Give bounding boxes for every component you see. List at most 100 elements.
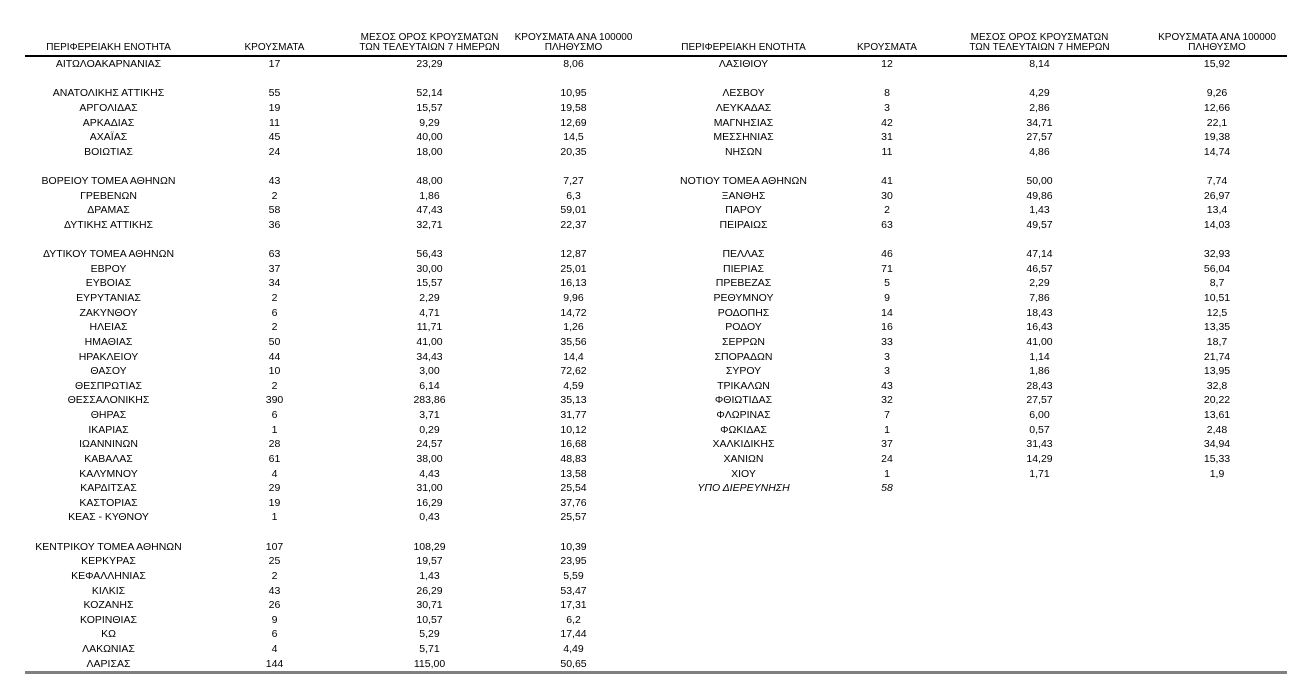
region-cell-left: ΚΕΝΤΡΙΚΟΥ ΤΟΜΕΑ ΑΘΗΝΩΝ xyxy=(35,540,182,553)
region-cell-left: ΓΡΕΒΕΝΩΝ xyxy=(80,189,137,202)
cases-cell-left: 34 xyxy=(268,277,281,290)
avg7-cell-left: 4,43 xyxy=(419,467,440,480)
avg7-cell-left: 0,29 xyxy=(419,423,440,436)
cases-cell-right xyxy=(842,233,932,248)
cases-cell-right: 5 xyxy=(884,277,890,290)
region-cell-right: ΠΕΙΡΑΙΩΣ xyxy=(719,218,768,231)
per100k-cell-right: 1,9 xyxy=(1209,467,1225,480)
region-cell-right: ΜΑΓΝΗΣΙΑΣ xyxy=(713,116,774,129)
per100k-cell-right xyxy=(1147,627,1287,642)
avg7-cell-left: 47,43 xyxy=(416,204,443,217)
per100k-cell-right: 10,51 xyxy=(1203,292,1231,304)
region-cell-left: ΘΑΣΟΥ xyxy=(90,365,127,378)
cases-cell-right: 16 xyxy=(881,321,893,334)
cases-cell-left xyxy=(192,525,357,540)
per100k-cell-right: 2,48 xyxy=(1206,423,1228,436)
avg7-cell-right xyxy=(932,642,1147,657)
cases-cell-right: 32 xyxy=(881,394,893,407)
per100k-cell-left: 23,95 xyxy=(560,555,587,568)
per100k-cell-left: 6,3 xyxy=(566,189,581,202)
per100k-cell-left: 16,13 xyxy=(560,277,587,290)
col-header-region-right: ΠΕΡΙΦΕΡΕΙΑΚΗ ΕΝΟΤΗΤΑ xyxy=(681,42,806,53)
per100k-cell-left: 7,27 xyxy=(563,175,584,187)
avg7-cell-right xyxy=(932,233,1147,248)
region-cell-right xyxy=(645,642,842,657)
cases-cell-left: 2 xyxy=(271,569,278,582)
per100k-cell-right: 32,8 xyxy=(1206,379,1228,392)
per100k-cell-right: 32,93 xyxy=(1203,248,1231,261)
cases-cell-right xyxy=(842,657,932,672)
per100k-cell-right xyxy=(1147,540,1287,555)
per100k-cell-left: 17,31 xyxy=(560,599,587,612)
col-header-per100k-left: ΚΡΟΥΣΜΑΤΑ ΑΝΑ 100000 ΠΛΗΘΥΣΜΟ xyxy=(514,32,633,53)
avg7-cell-left: 30,00 xyxy=(416,262,443,275)
per100k-cell-left xyxy=(502,525,645,540)
cases-cell-right: 3 xyxy=(884,365,890,378)
per100k-cell-left: 59,01 xyxy=(560,204,587,217)
cases-cell-right: 37 xyxy=(881,438,893,451)
region-cell-left: ΛΑΡΙΣΑΣ xyxy=(86,657,131,670)
region-cell-right: ΦΛΩΡΙΝΑΣ xyxy=(716,409,771,421)
per100k-cell-left: 12,87 xyxy=(560,248,587,261)
avg7-cell-right: 7,86 xyxy=(1029,292,1050,304)
avg7-cell-left: 40,00 xyxy=(416,131,443,144)
cases-cell-left: 2 xyxy=(271,379,278,392)
per100k-cell-left: 10,12 xyxy=(560,423,587,436)
avg7-cell-left: 15,57 xyxy=(416,277,443,290)
cases-cell-left: 6 xyxy=(271,306,278,319)
avg7-cell-right: 1,43 xyxy=(1029,204,1050,217)
per100k-cell-right xyxy=(1147,569,1287,584)
avg7-cell-left: 52,14 xyxy=(416,87,443,100)
cases-cell-right: 12 xyxy=(881,58,893,70)
region-cell-right: ΠΙΕΡΙΑΣ xyxy=(723,262,764,275)
avg7-cell-left: 2,29 xyxy=(419,292,440,304)
region-cell-left: ΙΚΑΡΙΑΣ xyxy=(88,423,129,436)
avg7-cell-left: 16,29 xyxy=(416,496,443,509)
cases-cell-right: 3 xyxy=(884,350,890,363)
avg7-cell-left: 19,57 xyxy=(416,555,443,568)
per100k-cell-right: 19,38 xyxy=(1203,131,1231,144)
region-cell-left: ΚΑΡΔΙΤΣΑΣ xyxy=(80,482,137,495)
cases-cell-right: 1 xyxy=(884,467,890,480)
cases-cell-left: 10 xyxy=(268,365,281,378)
avg7-cell-left: 6,14 xyxy=(419,379,440,392)
per100k-cell-left: 13,58 xyxy=(560,467,587,480)
per100k-cell-left: 31,77 xyxy=(560,409,587,421)
per100k-cell-left: 72,62 xyxy=(560,365,587,378)
cases-cell-left: 19 xyxy=(268,101,281,114)
per100k-cell-right: 26,97 xyxy=(1203,189,1231,202)
region-cell-right: ΠΡΕΒΕΖΑΣ xyxy=(715,277,772,290)
region-cell-left xyxy=(25,72,192,87)
region-cell-right: ΠΕΛΛΑΣ xyxy=(722,248,765,261)
avg7-cell-left: 34,43 xyxy=(416,350,443,363)
region-cell-left: ΚΟΡΙΝΘΙΑΣ xyxy=(80,613,137,626)
per100k-cell-left: 14,72 xyxy=(560,306,587,319)
per100k-cell-left: 20,35 xyxy=(560,145,587,158)
avg7-cell-left: 31,00 xyxy=(416,482,443,495)
region-cell-right xyxy=(645,72,842,87)
per100k-cell-right: 9,26 xyxy=(1206,87,1228,100)
per100k-cell-right: 20,22 xyxy=(1203,394,1231,407)
per100k-cell-right: 13,95 xyxy=(1203,365,1231,378)
avg7-cell-right: 4,29 xyxy=(1029,87,1050,100)
cases-cell-right: 30 xyxy=(881,189,893,202)
cases-cell-right xyxy=(842,569,932,584)
per100k-cell-right: 12,66 xyxy=(1203,101,1231,114)
region-cell-left: ΑΝΑΤΟΛΙΚΗΣ ΑΤΤΙΚΗΣ xyxy=(52,87,165,100)
avg7-cell-left: 1,43 xyxy=(419,569,440,582)
cases-cell-right: 33 xyxy=(881,335,893,348)
avg7-cell-right xyxy=(932,584,1147,599)
region-cell-left: ΘΗΡΑΣ xyxy=(90,409,127,421)
region-cell-left xyxy=(25,159,192,174)
avg7-cell-left: 41,00 xyxy=(416,335,443,348)
avg7-cell-right: 16,43 xyxy=(1026,321,1053,334)
avg7-cell-left: 32,71 xyxy=(416,218,443,231)
region-cell-left: ΑΡΚΑΔΙΑΣ xyxy=(82,116,135,129)
region-cell-right xyxy=(645,613,842,628)
region-cell-right: ΣΕΡΡΩΝ xyxy=(722,335,765,348)
per100k-cell-right xyxy=(1147,233,1287,248)
cases-cell-left: 29 xyxy=(268,482,281,495)
avg7-cell-left: 30,71 xyxy=(416,599,443,612)
cases-cell-right: 58 xyxy=(881,482,893,495)
per100k-cell-right: 14,74 xyxy=(1203,145,1231,158)
